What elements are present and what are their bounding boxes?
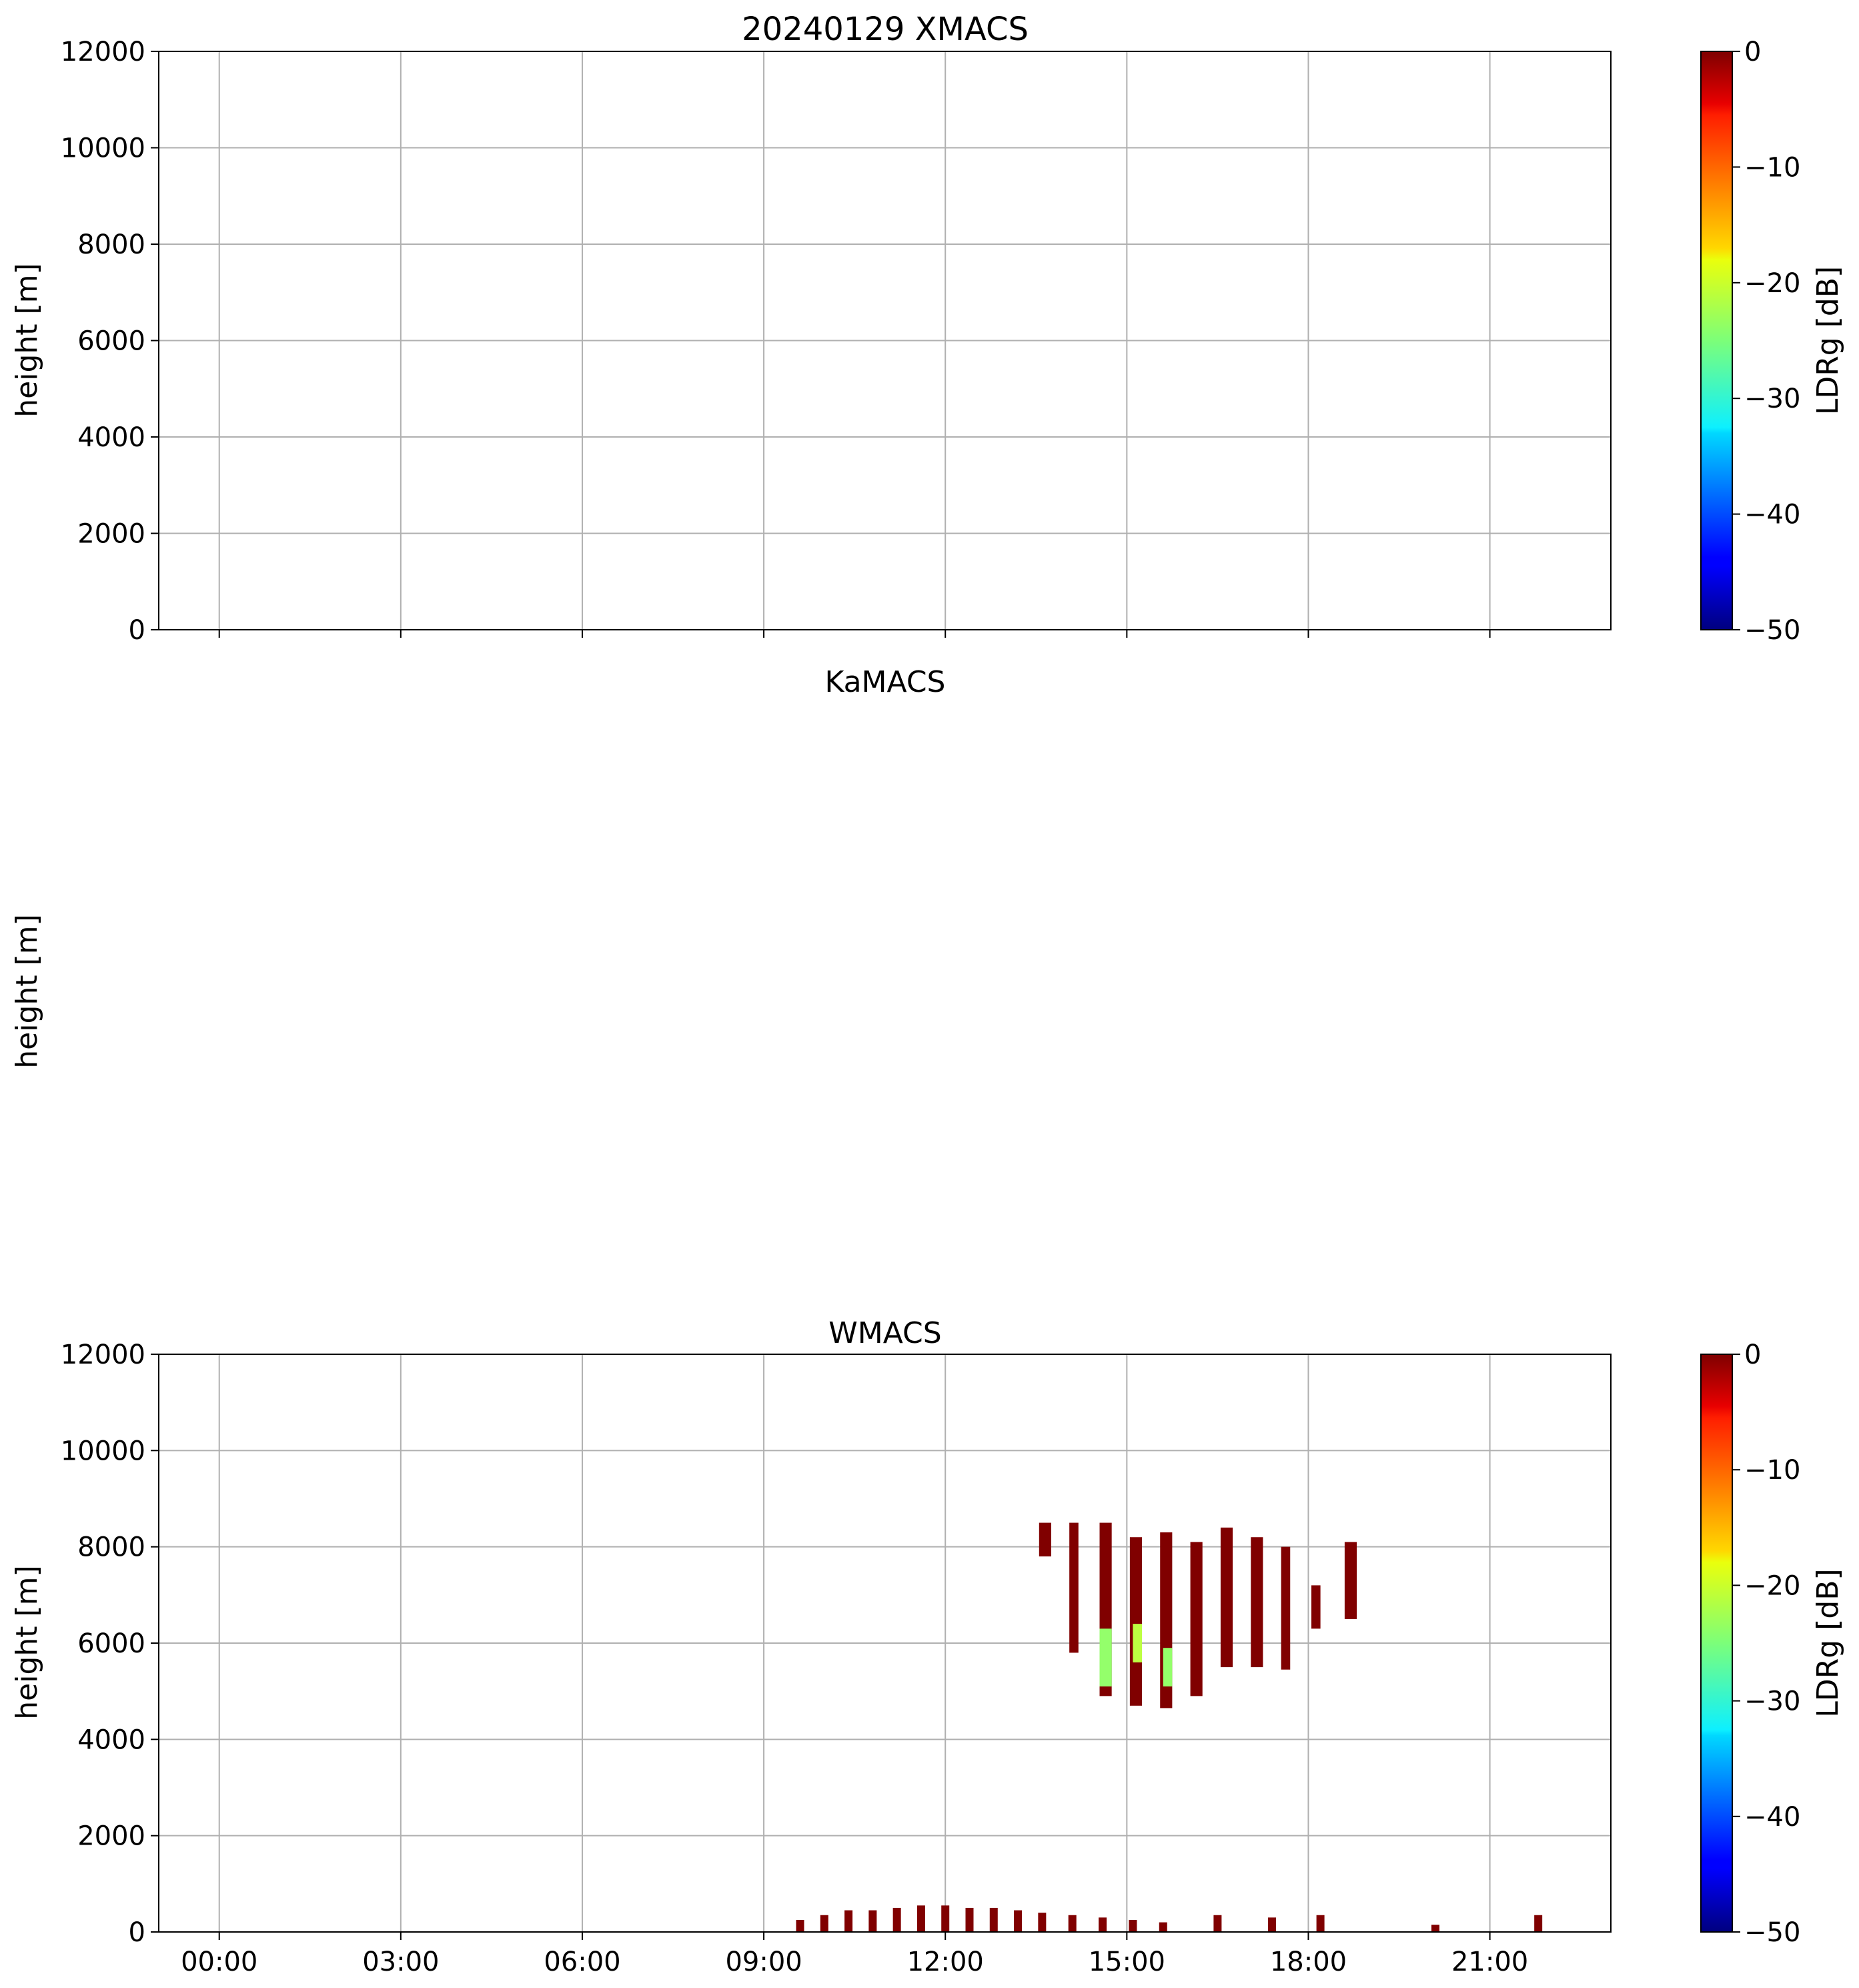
low-echo-burst [1213,1915,1222,1932]
colorbar: 0 −10 −20 −30 −40 −50 LDRg [dB] [1700,1340,1845,1948]
low-ldr-inclusion [1099,1628,1112,1686]
low-echo-burst [1159,1922,1167,1932]
colorbar: 0 −10 −20 −30 −40 −50 LDRg [dB] [1700,37,1845,646]
low-echo-burst [820,1915,828,1932]
echo-stripe [1039,1522,1051,1557]
colorbar-tick-label: 0 [1744,1340,1761,1370]
colorbar-tick-label: −50 [1744,615,1800,646]
y-tick-label: 8000 [77,1532,145,1563]
x-tick-label: 21:00 [1451,1947,1528,1977]
low-echo-burst [989,1907,998,1932]
colorbar-tick-label: −50 [1744,1917,1800,1948]
echo-stripe [1311,1585,1321,1629]
low-echo-burst [1534,1915,1543,1932]
y-tick-label: 4000 [77,1724,145,1755]
low-ldr-inclusion [1163,1648,1173,1686]
low-echo-burst [1038,1913,1047,1932]
echo-stripe [1190,1542,1203,1696]
plot-area: 0 2000 4000 6000 8000 10000 12000 00:00 03:00 06:… [61,1340,1612,1977]
y-tick-label: 12000 [61,1340,145,1370]
low-echo-burst [1099,1917,1107,1932]
echo-stripe [1281,1546,1291,1670]
y-tick-label: 12000 [61,37,145,67]
y-tick-label: 8000 [77,229,145,260]
x-tick-label: 12:00 [907,1947,984,1977]
y-tick-label: 6000 [77,1628,145,1659]
low-echo-burst [1316,1915,1325,1932]
echo-stripe [1251,1537,1263,1668]
x-tick-label: 06:00 [544,1947,620,1977]
colorbar-tick-label: −10 [1744,152,1800,183]
low-echo-burst [796,1919,804,1932]
low-echo-burst [1068,1915,1077,1932]
low-echo-burst [844,1910,853,1932]
colorbar-tick-label: −10 [1744,1455,1800,1486]
y-tick-label: 10000 [61,1436,145,1466]
colorbar-label: LDRg [dB] [1811,266,1845,415]
colorbar-tick-label: −30 [1744,384,1800,414]
x-tick-label: 18:00 [1270,1947,1347,1977]
low-echo-burst [868,1910,877,1932]
colorbar-tick-label: −20 [1744,1570,1800,1601]
low-echo-burst [1129,1919,1137,1932]
y-tick-label: 6000 [77,326,145,357]
colorbar-tick-label: −30 [1744,1686,1800,1717]
low-echo-burst [1431,1925,1439,1932]
echo-stripe [1344,1542,1357,1619]
panel-wmacs: WMACS height [m] [10,1316,942,1720]
panel-xmacs: 20240129 XMACS 0 2000 4000 6000 8000 10000 120… [10,11,1845,646]
low-echo-burst [916,1905,925,1932]
colorbar-tick-label: −40 [1744,1802,1800,1833]
x-tick-label: 15:00 [1089,1947,1165,1977]
y-tick-label: 2000 [77,1821,145,1852]
panel-title: 20240129 XMACS [742,11,1029,48]
low-ldr-inclusion [1133,1624,1143,1662]
low-echo-burst [941,1905,950,1932]
low-echo-burst [965,1907,974,1932]
panel-title: KaMACS [825,665,946,699]
x-tick-label: 00:00 [181,1947,257,1977]
y-axis-label: height [m] [10,263,44,417]
colorbar-label: LDRg [dB] [1811,1568,1845,1717]
low-echo-burst [892,1907,901,1932]
y-tick-label: 0 [129,615,145,646]
y-axis-label: height [m] [10,1565,44,1719]
colorbar-tick-label: −40 [1744,500,1800,530]
y-tick-label: 0 [129,1917,145,1948]
colorbar-gradient [1700,51,1733,630]
low-echo-burst [1268,1917,1277,1932]
plot-area: 0 2000 4000 6000 8000 10000 12000 [61,37,1612,646]
y-tick-label: 4000 [77,422,145,453]
y-tick-label: 10000 [61,133,145,164]
colorbar-tick-label: −20 [1744,268,1800,299]
panel-title: WMACS [828,1316,941,1350]
x-tick-label: 09:00 [725,1947,802,1977]
colorbar-tick-label: 0 [1744,37,1761,67]
x-tick-label: 03:00 [362,1947,439,1977]
echo-stripe [1069,1522,1079,1653]
low-echo-burst [1014,1910,1023,1932]
y-axis-label: height [m] [10,914,44,1068]
echo-stripe [1129,1537,1143,1706]
y-tick-label: 2000 [77,519,145,550]
colorbar-gradient [1700,1354,1733,1933]
echo-stripe [1220,1527,1233,1668]
